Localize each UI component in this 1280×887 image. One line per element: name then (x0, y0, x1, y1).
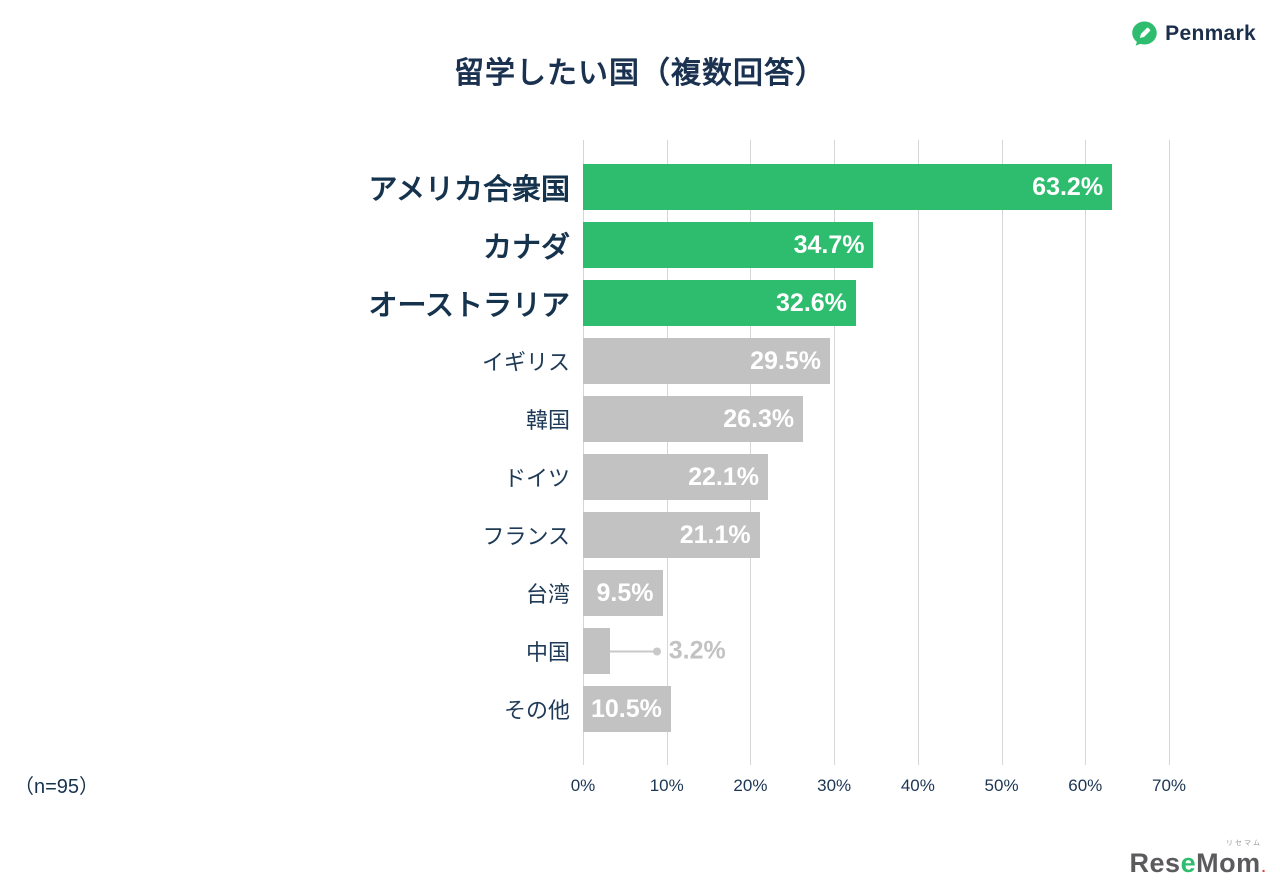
resemom-logo: リセマム ReseMom. (1130, 840, 1266, 877)
value-label: 63.2% (1032, 172, 1104, 201)
value-label: 26.3% (723, 404, 795, 433)
bar: 21.1% (583, 512, 760, 558)
gridline (917, 140, 919, 765)
bar: 26.3% (583, 396, 804, 442)
chart-row: 台湾 9.5% (0, 564, 1280, 622)
value-label: 9.5% (596, 578, 654, 607)
gridline (1001, 140, 1003, 765)
x-tick-label: 50% (984, 776, 1019, 795)
category-label: フランス (482, 524, 570, 549)
gridline (750, 140, 752, 765)
x-axis: 0% 10% 20% 30% 40% 50% 60% 70% (571, 776, 1186, 800)
category-label: イギリス (481, 350, 570, 375)
gridline (1085, 140, 1087, 765)
bar: 9.5% (583, 570, 663, 616)
bar-area: 10.5% (583, 686, 1169, 732)
chart-row: アメリカ合衆国 63.2% (0, 158, 1280, 216)
value-label: 34.7% (793, 230, 865, 259)
bar-area: 32.6% (583, 280, 1169, 326)
chart-row: イギリス 29.5% (0, 332, 1280, 390)
value-label: 21.1% (679, 520, 751, 549)
value-label: 22.1% (688, 462, 759, 491)
resemom-text-part2: Mom (1196, 848, 1261, 878)
category-label: オーストラリア (368, 290, 570, 322)
chart-rows: アメリカ合衆国 63.2% カナダ 34.7% オーストラリア 32.6% イギリス 29.5… (0, 158, 1280, 738)
x-tick-label: 10% (649, 776, 684, 795)
bar: 22.1% (583, 454, 768, 500)
gridline (1169, 140, 1170, 765)
chart-row: カナダ 34.7% (0, 216, 1280, 274)
bar: 29.5% (583, 338, 830, 384)
gridline (834, 140, 836, 765)
resemom-ruby-text: リセマム (1226, 840, 1262, 847)
category-label: 中国 (525, 640, 570, 665)
penmark-logo-icon (1131, 20, 1158, 47)
callout-dot (652, 647, 661, 655)
bar-area: 21.1% (583, 512, 1169, 558)
chart-row: 中国 3.2% (0, 622, 1280, 680)
category-label: 韓国 (525, 408, 570, 433)
x-tick-label: 40% (900, 776, 935, 795)
bar-area: 34.7% (583, 222, 1169, 268)
chart-row: オーストラリア 32.6% (0, 274, 1280, 332)
x-tick-label: 30% (817, 776, 852, 795)
bar: 10.5% (583, 686, 671, 732)
bar (583, 628, 610, 674)
x-tick-label: 20% (733, 776, 768, 795)
plot-gridlines (583, 140, 1170, 765)
bar-area: 22.1% (583, 454, 1169, 500)
value-label: 29.5% (750, 346, 821, 375)
bar: 63.2% (583, 164, 1113, 210)
chart-row: ドイツ 22.1% (0, 448, 1280, 506)
value-label: 32.6% (776, 288, 847, 317)
value-label: 10.5% (591, 694, 662, 723)
callout-line (609, 650, 654, 652)
chart-title: 留学したい国（複数回答） (454, 57, 826, 90)
sample-size-note: （n=95） (14, 776, 100, 798)
bar-area: 26.3% (583, 396, 1169, 442)
category-label: その他 (503, 698, 570, 723)
category-label: 台湾 (525, 582, 570, 607)
value-callout: 3.2% (609, 636, 726, 666)
category-label: アメリカ合衆国 (368, 174, 570, 206)
resemom-text-part1: Res (1129, 848, 1181, 878)
resemom-text-accent: e (1180, 848, 1197, 878)
chart-row: その他 10.5% (0, 680, 1280, 738)
x-tick-label: 60% (1068, 776, 1103, 795)
chart-row: フランス 21.1% (0, 506, 1280, 564)
penmark-logo-text: Penmark (1165, 21, 1256, 45)
x-tick-label: 0% (570, 776, 596, 795)
bar: 34.7% (583, 222, 874, 268)
bar-area: 63.2% (583, 164, 1169, 210)
resemom-dot: . (1261, 859, 1266, 875)
value-label: 3.2% (668, 636, 726, 665)
bar-area: 3.2% (583, 628, 1169, 674)
bar: 32.6% (583, 280, 856, 326)
category-label: カナダ (482, 232, 570, 264)
gridline (583, 140, 584, 765)
gridline (666, 140, 668, 765)
resemom-logo-text: リセマム ReseMom. (1130, 840, 1266, 877)
bar-area: 9.5% (583, 570, 1169, 616)
chart-row: 韓国 26.3% (0, 390, 1280, 448)
penmark-logo: Penmark (1131, 20, 1256, 47)
x-tick-label: 70% (1151, 776, 1187, 795)
category-label: ドイツ (503, 466, 570, 491)
bar-area: 29.5% (583, 338, 1169, 384)
